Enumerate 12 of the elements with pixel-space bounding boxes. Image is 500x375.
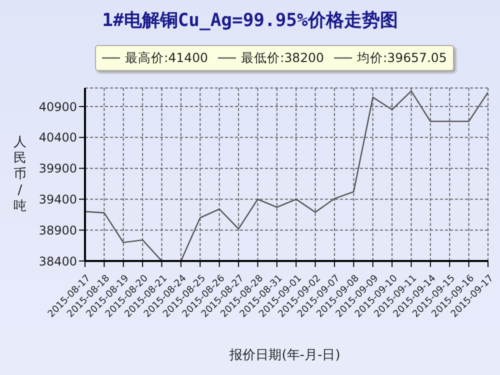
y-tick-label: 39400: [38, 192, 77, 206]
y-tick-label: 38900: [38, 223, 77, 238]
y-tick-label: 40900: [38, 100, 77, 114]
text: 最低价:38200: [240, 50, 324, 66]
text: 均价:39657.05: [356, 50, 447, 66]
text: 最高价:41400: [125, 50, 208, 66]
y-tick-label: 40400: [38, 130, 77, 145]
x-axis-title: 报价日期(年-月-日): [228, 347, 342, 364]
chart-title: 1#电解铜Cu_Ag=99.95%价格走势图: [101, 9, 399, 32]
y-tick-label: 38400: [38, 254, 77, 268]
y-axis-title: 人民币/吨: [12, 135, 28, 215]
y-tick-label: 39900: [38, 162, 77, 176]
